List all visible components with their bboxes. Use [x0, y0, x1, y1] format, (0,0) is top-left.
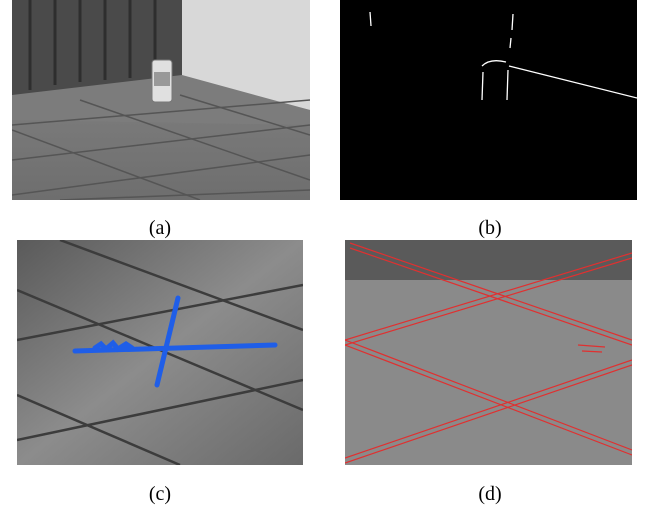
caption: (d)	[478, 483, 501, 505]
panel-a-image	[12, 0, 310, 200]
caption: (c)	[149, 483, 171, 505]
caption: (a)	[149, 217, 171, 239]
panel-d-image	[345, 240, 632, 465]
panel-b-image	[340, 0, 638, 200]
caption: (b)	[478, 217, 501, 239]
panel-c-image	[17, 240, 303, 465]
